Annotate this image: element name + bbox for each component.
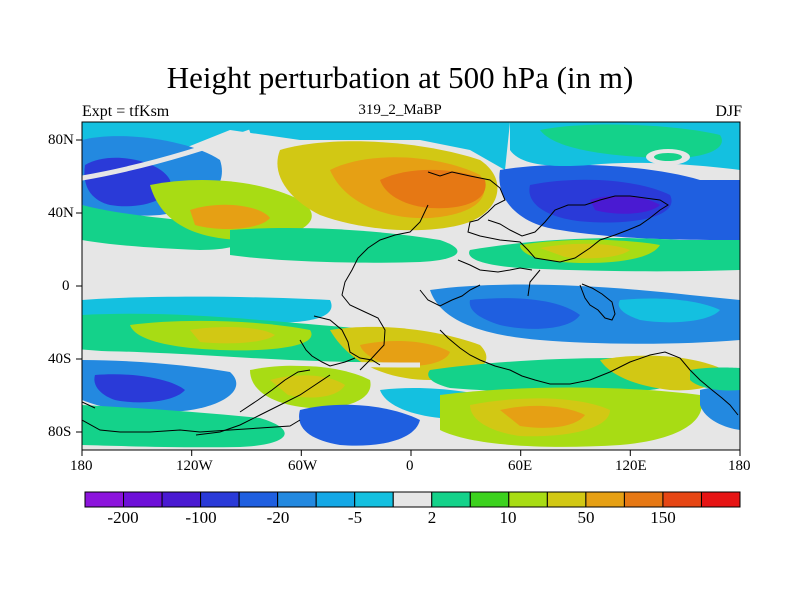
colorbar-box [508,491,548,508]
colorbar-box [546,491,587,508]
colorbar-box [585,491,625,508]
colorbar-box [161,491,202,508]
nh-green-band [82,205,245,250]
se-green-corner [690,367,740,391]
lon-tick-0: 0 [406,458,414,474]
colorbar-box [623,491,664,508]
sh-orange-west [190,327,275,344]
colorbar-box [662,491,702,508]
lon-tick-120w: 120W [176,458,213,474]
season-label: DJF [715,103,742,120]
colorbar-box [315,491,356,508]
lat-tick-40s: 40S [48,351,72,367]
colorbar-label: 10 [499,508,517,527]
colorbar-label: -100 [185,508,217,527]
nh-redorange-core [380,169,486,209]
colorbar-label: 2 [427,508,437,527]
ne-green-oval [654,153,682,161]
colorbar-label: 50 [577,508,595,527]
nh-white-ribbon [82,129,251,181]
figure-title: Height perturbation at 500 hPa (in m) [166,60,634,95]
colorbar-box [392,491,433,508]
colorbar-box [469,491,510,508]
axis-ticks [76,139,741,456]
nh-dark-blue-west [84,157,171,207]
colorbar-box [277,491,317,508]
sh-white-ribbon [82,349,421,368]
eq-darkblue-east [469,298,580,329]
nh-orange-west [190,204,270,230]
colorbar-box [700,491,741,508]
colorbar-box [84,491,125,508]
sh-green-west-lower [82,405,285,448]
lat-tick-80n: 80N [48,132,74,148]
colorbar-box [354,491,394,508]
nh-green-central [230,228,458,263]
colorbar-label: -200 [107,508,139,527]
lat-tick-0: 0 [62,278,70,294]
lat-tick-80s: 80S [48,424,72,440]
lon-tick-120e: 120E [615,458,647,474]
sh-deep-orange-east [500,405,585,428]
lon-tick-180w: 180 [70,458,93,474]
se-blue-corner [700,385,740,430]
sh-blue-mid [299,404,420,446]
eq-cyan-east [618,298,720,323]
lon-tick-180e: 180 [728,458,751,474]
colorbar-label: -20 [266,508,290,527]
ne-purple-core [590,195,660,214]
run-label: 319_2_MaBP [358,102,442,118]
colorbar-box [200,491,240,508]
colorbar-box [238,491,279,508]
lat-tick-40n: 40N [48,205,74,221]
colorbar-label: -5 [347,508,363,527]
colorbar-box [431,491,471,508]
sh-yellow-far-east [600,355,721,391]
contour-fields [82,122,740,448]
colorbar-label: 150 [650,508,676,527]
sh-darkblue-west [94,374,185,403]
lon-tick-60w: 60W [288,458,318,474]
nh-cyan-band [82,122,510,175]
coastline-icon [82,171,739,436]
experiment-label: Expt = tfKsm [82,103,170,120]
sh-orange-mid [270,375,345,398]
colorbar-box [123,491,163,508]
lon-tick-60e: 60E [508,458,533,474]
